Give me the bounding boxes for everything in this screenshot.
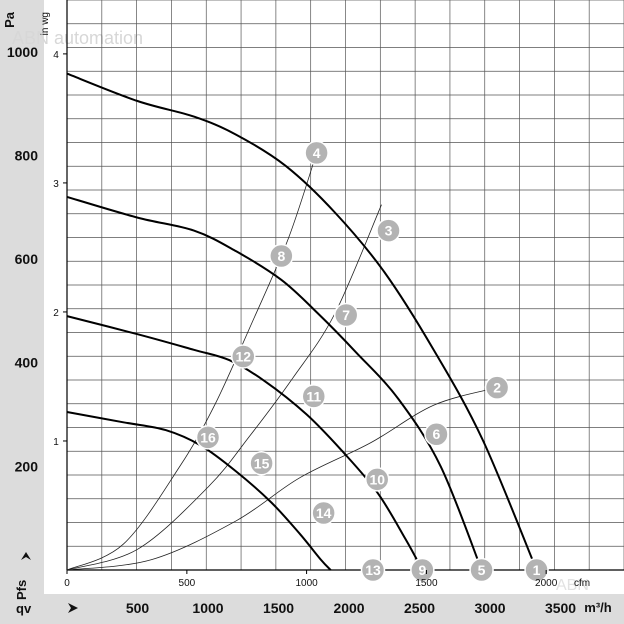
y-tick-label: 200 — [15, 458, 39, 474]
operating-point-1: 1 — [524, 557, 549, 583]
operating-point-label: 14 — [316, 505, 332, 521]
x-tick-label: 2500 — [404, 600, 435, 616]
operating-point-marker — [231, 344, 256, 369]
y-primary-unit: Pa — [2, 11, 17, 28]
x-secondary-tick-label: 1000 — [295, 578, 318, 589]
x-secondary-tick-label: 500 — [179, 578, 196, 589]
x-tick-label: 500 — [126, 600, 150, 616]
operating-point-marker — [301, 384, 327, 409]
x-secondary-ticks: 0 500 1000 1500 2000 — [64, 570, 558, 589]
operating-point-9: 9 — [410, 557, 435, 583]
y-tick-label: 600 — [15, 251, 39, 267]
operating-point-marker — [311, 500, 336, 526]
operating-point-label: 7 — [342, 307, 350, 323]
operating-point-marker — [269, 243, 294, 269]
system-curve-sys-3 — [66, 152, 317, 571]
operating-point-15: 15 — [249, 451, 274, 476]
operating-point-marker — [249, 451, 274, 476]
operating-point-label: 15 — [254, 455, 270, 471]
operating-point-7: 7 — [333, 302, 359, 328]
operating-point-label: 2 — [493, 380, 501, 396]
operating-point-marker — [376, 218, 401, 243]
y-secondary-ticks: 1 2 3 4 — [53, 50, 67, 448]
y-secondary-tick-label: 1 — [53, 437, 59, 448]
x-secondary-tick-label: 2000 — [535, 578, 558, 589]
operating-point-4: 4 — [304, 140, 329, 166]
y-primary-ticks: 200 400 600 800 1000 — [7, 44, 38, 475]
operating-point-label: 11 — [306, 388, 321, 404]
x-primary-unit: m³/h — [584, 600, 612, 615]
operating-point-3: 3 — [376, 218, 401, 243]
y-secondary-unit: in wg — [40, 12, 51, 35]
operating-point-14: 14 — [311, 500, 336, 526]
y-axis-arrow-icon — [21, 552, 31, 560]
operating-point-marker — [524, 557, 549, 583]
operating-point-marker — [484, 375, 510, 400]
operating-point-11: 11 — [301, 384, 327, 409]
y-secondary-tick-label: 4 — [53, 50, 59, 61]
operating-point-12: 12 — [231, 344, 256, 369]
operating-point-label: 3 — [385, 223, 393, 239]
fan-curve-curve-a — [66, 72, 538, 571]
y-tick-label: 400 — [15, 355, 39, 371]
operating-point-label: 10 — [369, 471, 385, 487]
operating-point-5: 5 — [469, 557, 494, 583]
x-tick-label: 2000 — [333, 600, 364, 616]
operating-point-label: 6 — [433, 426, 441, 442]
x-tick-label: 1000 — [192, 600, 223, 616]
watermark-bottom: ABN — [556, 577, 589, 594]
operating-point-marker — [469, 557, 494, 583]
left-band — [0, 0, 44, 624]
operating-point-marker — [195, 425, 221, 450]
x-secondary-tick-label: 1500 — [415, 578, 438, 589]
x-tick-label: 3000 — [474, 600, 505, 616]
y-secondary-tick-label: 2 — [53, 308, 59, 319]
operating-point-marker — [364, 467, 390, 492]
x-tick-label: 1500 — [263, 600, 294, 616]
y-axis-label: Pfs — [14, 580, 29, 600]
bottom-band — [0, 594, 624, 624]
operating-point-label: 8 — [277, 248, 285, 264]
operating-point-marker — [360, 557, 386, 583]
operating-point-10: 10 — [364, 467, 390, 492]
operating-point-label: 13 — [365, 562, 381, 578]
operating-point-label: 1 — [533, 562, 541, 578]
x-axis-arrow-icon — [68, 603, 78, 613]
operating-point-16: 16 — [195, 425, 221, 450]
operating-point-marker — [410, 557, 435, 583]
x-secondary-unit: cfm — [574, 578, 590, 589]
operating-point-6: 6 — [424, 421, 449, 447]
operating-point-marker — [424, 421, 449, 447]
fan-curve-curve-b — [66, 195, 483, 571]
operating-point-label: 12 — [235, 349, 251, 365]
operating-point-label: 5 — [478, 562, 486, 578]
operating-point-label: 9 — [418, 562, 426, 578]
watermark: ABN automation — [12, 28, 143, 48]
fan-curve-curve-d — [66, 411, 332, 571]
fan-curves — [66, 72, 538, 571]
system-curve-sys-1 — [66, 387, 498, 571]
x-secondary-tick-label: 0 — [64, 578, 70, 589]
operating-point-marker — [333, 302, 359, 328]
operating-point-8: 8 — [269, 243, 294, 269]
x-tick-label: 3500 — [545, 600, 576, 616]
y-tick-label: 800 — [15, 147, 39, 163]
operating-point-label: 16 — [200, 429, 216, 445]
operating-point-label: 4 — [313, 145, 321, 161]
y-tick-label: 1000 — [7, 44, 38, 60]
x-primary-ticks: 500 1000 1500 2000 2500 3000 3500 — [126, 600, 576, 616]
y-secondary-tick-label: 3 — [53, 179, 59, 190]
operating-point-marker — [304, 140, 329, 166]
fan-curve-curve-c — [66, 315, 424, 571]
x-axis-label: qv — [16, 601, 32, 616]
grid — [66, 0, 624, 571]
operating-point-13: 13 — [360, 557, 386, 583]
operating-point-2: 2 — [484, 375, 510, 400]
